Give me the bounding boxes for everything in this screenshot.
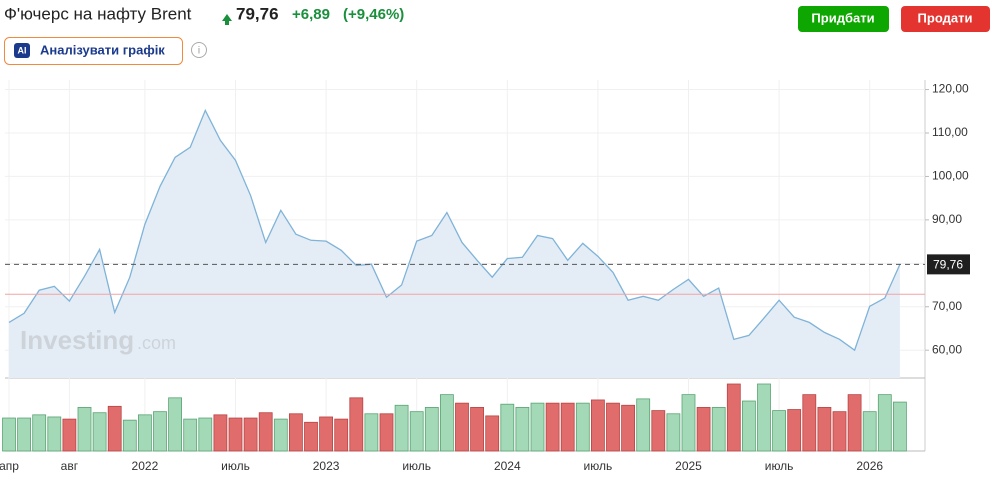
x-tick-label: июль <box>765 459 794 473</box>
volume-bar <box>817 406 832 452</box>
last-price-box <box>927 254 970 275</box>
volume-bar <box>243 417 258 452</box>
volume-bar <box>364 413 379 452</box>
up-arrow <box>222 14 232 25</box>
volume-bar <box>258 412 273 452</box>
x-tick-label: 2022 <box>132 459 159 473</box>
y-tick-label: 100,00 <box>932 169 969 183</box>
watermark-domain: .com <box>137 333 176 353</box>
volume-bar <box>379 413 394 452</box>
volume-bar <box>92 412 107 452</box>
volume-bar <box>228 417 243 452</box>
volume-bar <box>787 409 802 452</box>
volume-bar <box>183 418 198 452</box>
analyze-button[interactable] <box>4 37 183 65</box>
volume-bar <box>862 411 877 452</box>
volume-bar <box>304 421 318 452</box>
x-tick-label: июль <box>584 459 613 473</box>
volume-bar <box>591 399 605 452</box>
analyze-label[interactable]: Аналізувати графік <box>40 42 165 57</box>
volume-bar <box>500 403 515 452</box>
volume-bar <box>651 410 666 452</box>
change: +6,89 <box>292 6 330 23</box>
volume-bar <box>832 411 847 452</box>
x-tick-label: 2023 <box>313 459 340 473</box>
info-icon[interactable] <box>191 42 207 58</box>
y-tick-label: 120,00 <box>932 82 969 96</box>
volume-bar <box>349 397 364 452</box>
x-tick-label: июль <box>402 459 431 473</box>
volume-bar <box>636 398 651 452</box>
volume-bar <box>17 417 32 452</box>
x-tick-label: авг <box>61 459 79 473</box>
volume-bar <box>334 418 349 452</box>
volume-bar <box>802 394 817 452</box>
volume-bar <box>198 417 213 452</box>
volume-bar <box>575 402 590 452</box>
volume-bar <box>560 402 575 452</box>
volume-bar <box>137 414 152 452</box>
volume-bar <box>621 404 635 452</box>
volume-bar <box>485 415 500 452</box>
x-tick-label: 2026 <box>856 459 883 473</box>
volume-bar <box>666 413 681 452</box>
volume-bar <box>273 418 288 452</box>
line <box>8 108 901 352</box>
info-icon-text[interactable]: i <box>198 46 200 57</box>
last-price-label: 79,76 <box>933 258 963 272</box>
y-tick-label: 70,00 <box>932 299 962 313</box>
ai-badge-text[interactable]: AI <box>18 45 27 55</box>
area <box>9 110 900 378</box>
volume-bar <box>606 402 620 452</box>
ai-badge[interactable] <box>14 43 30 58</box>
volume-bar <box>742 400 756 452</box>
title: Ф'ючерс на нафту Brent <box>4 4 192 23</box>
volume-bar <box>62 418 77 452</box>
volume-bar <box>726 383 741 452</box>
volume-bar <box>681 394 696 452</box>
y-tick-label: 110,00 <box>932 125 968 139</box>
x-tick-label: 2025 <box>675 459 702 473</box>
volume-bar <box>711 406 726 452</box>
volume-bar <box>757 383 771 452</box>
volume-bar <box>47 416 62 452</box>
x-tick-label: 2024 <box>494 459 521 473</box>
volume-bar <box>107 405 122 452</box>
change-pct: (+9,46%) <box>343 6 404 23</box>
volume-bar <box>77 406 92 452</box>
watermark-brand: Investing <box>20 325 134 355</box>
volume-bar <box>877 394 892 452</box>
volume-bar <box>772 410 786 452</box>
volume-bar <box>424 406 439 452</box>
volume-bar <box>409 411 424 452</box>
volume-bar <box>213 414 228 452</box>
volume-bar <box>545 402 560 452</box>
x-tick-label: апр <box>0 459 19 473</box>
volume-bar <box>530 402 545 452</box>
sell-button[interactable] <box>901 6 990 32</box>
volume-bar <box>847 394 862 452</box>
volume-bar <box>893 401 907 452</box>
volume-bar <box>288 413 303 452</box>
volume-bar <box>153 411 167 452</box>
y-tick-label: 90,00 <box>932 212 962 226</box>
volume-bar <box>168 397 183 452</box>
volume-bar <box>455 402 469 452</box>
volume-bar <box>470 406 485 452</box>
sell-label[interactable]: Продати <box>918 10 973 25</box>
y-tick-label: 60,00 <box>932 342 962 356</box>
volume-bar <box>515 406 530 452</box>
buy-button[interactable] <box>798 6 889 32</box>
volume-bar <box>696 406 711 452</box>
x-tick-label: июль <box>221 459 250 473</box>
volume-bar <box>32 414 47 452</box>
volume-bar <box>2 417 16 452</box>
price: 79,76 <box>236 4 279 23</box>
buy-label[interactable]: Придбати <box>811 10 874 25</box>
volume-bar <box>122 419 137 452</box>
volume-bar <box>439 394 454 452</box>
volume-bar <box>394 404 409 452</box>
volume-bar <box>319 416 334 452</box>
